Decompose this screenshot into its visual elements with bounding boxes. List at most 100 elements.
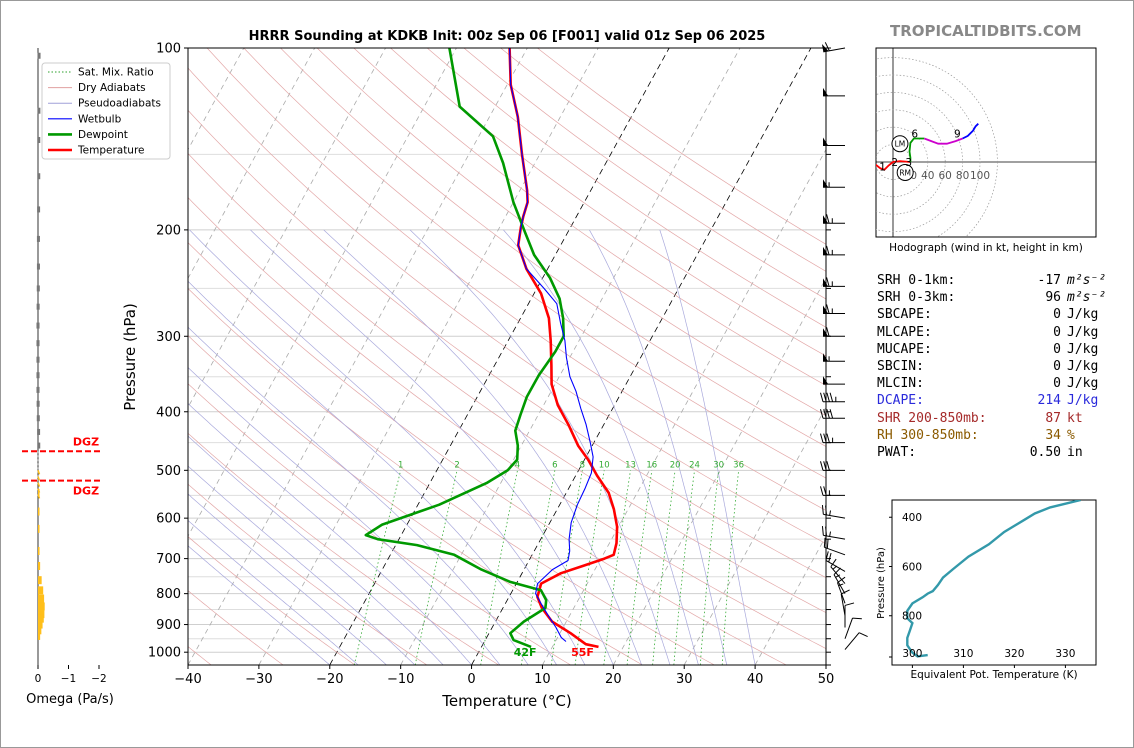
barb-full xyxy=(826,245,830,256)
series-temperature-line xyxy=(508,48,619,649)
isotherm xyxy=(329,48,670,665)
moist-adiabat xyxy=(188,326,529,665)
x-tick-label: 10 xyxy=(534,672,551,687)
moist-adiabat xyxy=(250,229,614,665)
wind-barb xyxy=(820,392,845,403)
surface-dewpoint-label: 42F xyxy=(514,646,537,659)
y-tick-label: 100 xyxy=(156,42,181,57)
y-tick-label: 300 xyxy=(156,330,181,345)
isotherm xyxy=(258,48,599,665)
legend-label: Temperature xyxy=(77,145,145,157)
y-tick-label: 200 xyxy=(156,223,181,238)
index-label: RH 300-850mb: xyxy=(877,427,979,443)
isotherm xyxy=(188,48,457,537)
wind-barb xyxy=(820,486,845,496)
index-row: SRH 0-1km: -17 m²s⁻² xyxy=(877,272,1106,289)
hodo-segment xyxy=(908,137,925,162)
hodo-marker-label: RM xyxy=(899,168,911,177)
hodograph-caption: Hodograph (wind in kt, height in km) xyxy=(889,242,1083,254)
barb-staff xyxy=(837,582,846,604)
wind-barb xyxy=(821,42,846,53)
index-row: RH 300-850mb: 34% xyxy=(877,427,1106,444)
barb-full xyxy=(852,617,862,620)
index-unit: J/kg xyxy=(1067,393,1099,409)
barb-full xyxy=(820,433,824,443)
moist-adiabat xyxy=(188,545,331,665)
wind-barb xyxy=(823,537,846,556)
hodo-marker-label: LM xyxy=(895,140,906,149)
dry-adiabat xyxy=(280,48,826,447)
index-row: DCAPE: 214 J/kg xyxy=(877,392,1106,409)
omega-bar-orange xyxy=(38,586,44,595)
index-label: MUCAPE: xyxy=(877,341,932,357)
moist-adiabat xyxy=(323,229,643,665)
omega-bar-gray xyxy=(36,303,40,310)
thetae-x-tick-label: 300 xyxy=(902,648,922,660)
mixing-ratio-line xyxy=(480,470,518,665)
dry-adiabat xyxy=(243,48,826,479)
mixing-ratio-line xyxy=(414,470,458,665)
moist-adiabat xyxy=(188,435,444,665)
isotherm xyxy=(683,406,826,665)
index-value: 96 xyxy=(1045,290,1061,306)
series-dewpoint-line xyxy=(364,48,565,649)
wind-barb xyxy=(820,461,845,471)
x-tick-label: 20 xyxy=(605,672,622,687)
barb-full xyxy=(820,392,824,402)
omega-bar-orange xyxy=(38,631,41,640)
thetae-x-tick-label: 310 xyxy=(953,648,973,660)
omega-bar-gray xyxy=(37,52,41,59)
omega-bar-orange xyxy=(38,602,45,611)
dry-adiabat xyxy=(188,153,826,613)
barb-full xyxy=(826,392,830,402)
dry-adiabat xyxy=(353,48,826,386)
x-tick-label: −40 xyxy=(174,672,201,687)
index-row: MUCAPE: 0 J/kg xyxy=(877,341,1106,358)
moist-adiabat xyxy=(188,519,359,665)
barb-full xyxy=(826,214,830,224)
dry-adiabat xyxy=(188,536,356,665)
barb-full xyxy=(823,409,827,419)
moist-adiabat xyxy=(188,403,472,665)
wind-barb xyxy=(844,617,862,639)
barb-full xyxy=(826,304,830,314)
brand-watermark: TROPICALTIDBITS.COM xyxy=(890,22,1082,40)
legend-label: Sat. Mix. Ratio xyxy=(78,67,154,79)
thetae-x-tick-label: 330 xyxy=(1055,648,1075,660)
omega-tick-label: 0 xyxy=(35,673,42,685)
index-label: SHR 200-850mb: xyxy=(877,410,987,426)
index-value: 0 xyxy=(1053,307,1061,323)
hodo-segment xyxy=(923,137,963,145)
barb-full xyxy=(823,433,827,443)
y-tick-label: 500 xyxy=(156,464,181,479)
y-tick-label: 1000 xyxy=(148,646,181,661)
mixing-ratio-label: 10 xyxy=(599,460,610,470)
legend-label: Dry Adiabats xyxy=(78,82,146,94)
omega-bar-gray xyxy=(37,107,41,114)
thetae-line xyxy=(906,500,1081,658)
barb-half xyxy=(838,583,844,587)
dry-adiabat xyxy=(188,288,715,665)
y-tick-label: 700 xyxy=(156,552,181,567)
wind-barb xyxy=(820,409,845,419)
barb-full xyxy=(821,504,824,515)
barb-full xyxy=(826,277,830,287)
hodo-height-label: 9 xyxy=(954,128,961,140)
index-label: MLCIN: xyxy=(877,376,924,392)
thetae-profile: 300 310 320 330 400 600 800 xyxy=(889,500,1081,668)
index-value: 34 xyxy=(1045,427,1061,443)
hodo-ring-label: 80 xyxy=(956,170,969,182)
isotherm xyxy=(188,48,386,409)
thetae-y-tick-label: 600 xyxy=(902,561,922,573)
skewt-frame xyxy=(187,47,827,666)
x-tick-label: −30 xyxy=(245,672,272,687)
barb-full xyxy=(840,589,850,595)
isotherm xyxy=(542,148,826,665)
index-label: PWAT: xyxy=(877,444,917,460)
barb-staff xyxy=(823,513,846,519)
index-row: MLCIN: 0 J/kg xyxy=(877,375,1106,392)
omega-bar-orange xyxy=(38,610,45,619)
barb-half xyxy=(832,565,838,570)
barb-flag xyxy=(821,43,829,52)
mixing-ratio-label: 8 xyxy=(580,460,585,470)
